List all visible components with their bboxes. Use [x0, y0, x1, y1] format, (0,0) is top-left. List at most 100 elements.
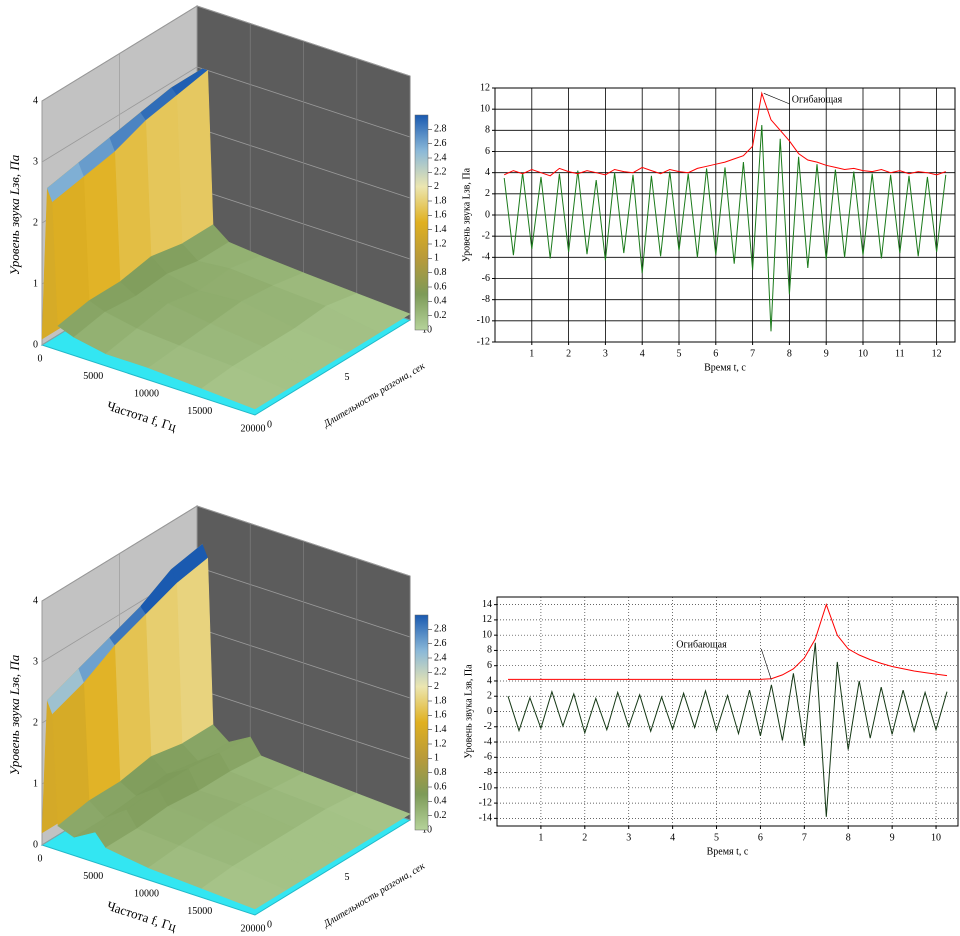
x-tick-label: 3: [603, 348, 608, 359]
y-tick-label: 4: [485, 167, 490, 178]
y-tick-label: 2: [487, 691, 492, 702]
x-tick-label: 20000: [241, 923, 266, 934]
colorbar-tick-label: 0.8: [434, 767, 447, 778]
x-tick-label: 4: [670, 832, 675, 843]
colorbar: [414, 114, 429, 331]
x-tick-label: 3: [626, 832, 631, 843]
y-tick-label: 0: [485, 209, 490, 220]
colorbar-tick-label: 2.6: [434, 138, 447, 149]
y-tick-label: 6: [485, 146, 490, 157]
annotation-pointer: [761, 648, 772, 680]
y-tick-label: 12: [480, 82, 490, 93]
y-tick-label: 5: [345, 872, 350, 883]
colorbar-tick-label: 2.4: [434, 152, 447, 163]
colorbar-tick-label: 2.8: [434, 624, 447, 635]
y-tick-label: 0: [267, 419, 272, 430]
y-axis-label: Уровень звука Lзв, Па: [461, 167, 472, 262]
x-tick-label: 0: [38, 853, 43, 864]
x-tick-label: 9: [890, 832, 895, 843]
y-tick-label: -10: [479, 782, 492, 793]
x-axis-label: Частота f, Гц: [105, 398, 178, 435]
y-tick-label: -6: [484, 752, 492, 763]
surface-patch: [201, 865, 287, 910]
z-tick-label: 3: [33, 656, 38, 667]
colorbar-tick-label: 1.2: [434, 238, 447, 249]
annotation: Огибающая: [792, 94, 843, 105]
colorbar-tick-label: 2.2: [434, 167, 447, 178]
z-tick-label: 2: [33, 217, 38, 228]
colorbar-tick-label: 0.2: [434, 310, 447, 321]
x-tick-label: 10000: [134, 388, 159, 399]
surface-patch: [145, 94, 183, 258]
y-tick-label: 14: [482, 599, 492, 610]
z-tick-label: 3: [33, 156, 38, 167]
y-tick-label: 8: [485, 125, 490, 136]
x-axis-label: Время t, с: [707, 846, 749, 857]
colorbar-tick-label: 0.4: [434, 796, 447, 807]
colorbar-tick-label: 1.8: [434, 695, 447, 706]
x-tick-label: 7: [802, 832, 807, 843]
colorbar-tick-label: 2.8: [434, 124, 447, 135]
z-tick-label: 1: [33, 278, 38, 289]
x-tick-label: 6: [758, 832, 763, 843]
y-tick-label: 2: [485, 188, 490, 199]
z-tick-label: 0: [33, 339, 38, 350]
colorbar-tick-label: 1.6: [434, 710, 447, 721]
colorbar-tick-label: 1.8: [434, 195, 447, 206]
z-tick-label: 4: [33, 95, 38, 106]
x-tick-label: 4: [640, 348, 645, 359]
y-tick-label: -12: [477, 336, 490, 347]
y-tick-label: -2: [482, 230, 490, 241]
x-tick-label: 7: [750, 348, 755, 359]
series-line: [508, 603, 948, 680]
surface-patch: [201, 365, 287, 410]
series-line: [503, 124, 947, 332]
x-tick-label: 5: [714, 832, 719, 843]
z-tick-label: 0: [33, 839, 38, 850]
x-tick-label: 20000: [241, 423, 266, 434]
colorbar-tick-label: 2.4: [434, 652, 447, 663]
x-tick-label: 2: [566, 348, 571, 359]
y-tick-label: 4: [487, 675, 492, 686]
colorbar-tick-label: 1: [434, 753, 439, 764]
colorbar: [414, 614, 429, 831]
y-tick-label: -14: [479, 813, 492, 824]
x-tick-label: 0: [38, 353, 43, 364]
colorbar-tick-label: 0.6: [434, 781, 447, 792]
y-axis-label: Длительность разгона, сек: [321, 861, 427, 931]
y-tick-label: 8: [487, 645, 492, 656]
x-tick-label: 11: [895, 348, 905, 359]
colorbar-tick-label: 1.2: [434, 738, 447, 749]
colorbar-tick-label: 0.2: [434, 810, 447, 821]
plot-frame: [494, 87, 956, 343]
colorbar-tick-label: 1.6: [434, 210, 447, 221]
colorbar-tick-label: 0.8: [434, 267, 447, 278]
y-axis-label: Уровень звука Lзв, Па: [463, 664, 474, 759]
surface-patch: [145, 582, 183, 758]
y-axis-label: Длительность разгона, сек: [321, 361, 427, 431]
x-tick-label: 2: [582, 832, 587, 843]
y-tick-label: -4: [484, 736, 492, 747]
colorbar-tick-label: 2: [434, 181, 439, 192]
z-tick-label: 1: [33, 778, 38, 789]
y-tick-label: -4: [482, 252, 490, 263]
y-tick-label: 5: [345, 372, 350, 383]
colorbar-tick-label: 0.6: [434, 281, 447, 292]
annotation: Огибающая: [676, 639, 727, 650]
x-tick-label: 5000: [83, 871, 103, 882]
y-tick-label: -8: [484, 767, 492, 778]
x-tick-label: 8: [846, 832, 851, 843]
colorbar-tick-label: 1.4: [434, 724, 447, 735]
colorbar-tick-label: 2: [434, 681, 439, 692]
y-tick-label: -10: [477, 315, 490, 326]
y-tick-label: -6: [482, 273, 490, 284]
colorbar-tick-label: 2.2: [434, 667, 447, 678]
x-axis-label: Время t, с: [704, 362, 746, 373]
y-tick-label: -12: [479, 797, 492, 808]
surface-patch: [83, 151, 121, 302]
plot-frame: [496, 596, 959, 827]
z-tick-label: 4: [33, 595, 38, 606]
x-tick-label: 15000: [187, 406, 212, 417]
colorbar-tick-label: 0.4: [434, 296, 447, 307]
colorbar-tick-label: 2.6: [434, 638, 447, 649]
